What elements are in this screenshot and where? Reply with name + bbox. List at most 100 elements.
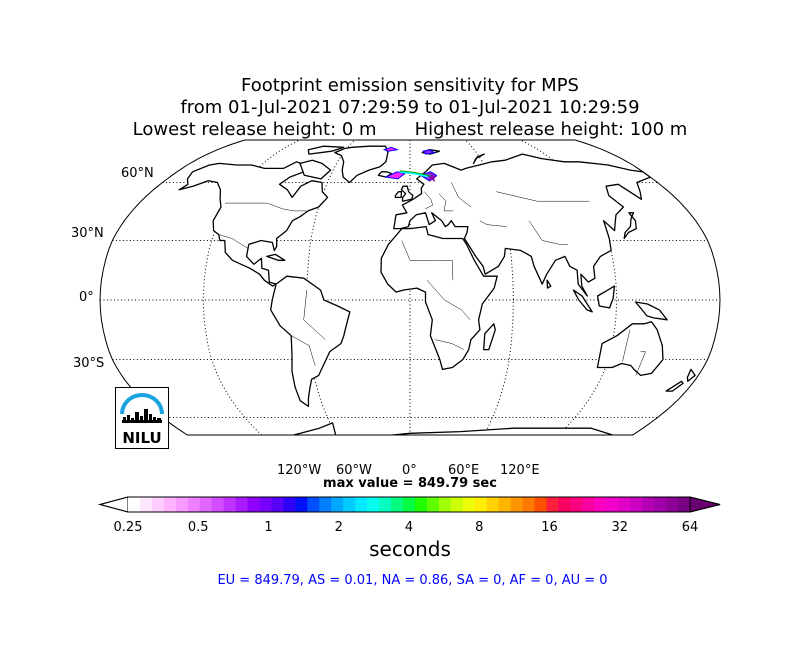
antarctica-coastline xyxy=(186,422,634,435)
colorbar-segment xyxy=(594,497,607,512)
novaya-zemlya-coastline xyxy=(472,153,485,165)
nilu-logo: NILU xyxy=(115,387,169,449)
greenland-coastline xyxy=(334,145,389,184)
lon-label-60e: 60°E xyxy=(448,463,480,478)
plume-blob xyxy=(384,171,406,180)
country-border xyxy=(303,290,326,340)
lat-label-30n: 30°N xyxy=(71,226,104,241)
regional-values: EU = 849.79, AS = 0.01, NA = 0.86, SA = … xyxy=(217,573,608,588)
highest-release-height: Highest release height: 100 m xyxy=(414,119,688,140)
borneo-coastline xyxy=(596,285,616,309)
colorbar-segment xyxy=(582,497,595,512)
colorbar-segment xyxy=(403,497,416,512)
colorbar-segment xyxy=(558,497,571,512)
country-border xyxy=(622,329,631,362)
iceland-coastline xyxy=(377,171,393,178)
colorbar-segment xyxy=(319,497,332,512)
colorbar-segment xyxy=(199,497,213,512)
colorbar-segment xyxy=(128,497,141,512)
meridian-line xyxy=(519,140,618,435)
colorbar-segment xyxy=(175,497,189,512)
colorbar-segment xyxy=(331,497,344,512)
colorbar-segment xyxy=(534,497,547,512)
ellesmere-island-coastline xyxy=(307,145,345,155)
country-border xyxy=(635,351,646,376)
south-america-coastline xyxy=(270,275,351,408)
cuba-coastline xyxy=(266,253,286,261)
colorbar-segment xyxy=(654,497,667,512)
colorbar-segment xyxy=(151,497,165,512)
footprint-plume: ★ xyxy=(382,146,438,186)
madagascar-coastline xyxy=(483,323,496,351)
colorbar-segment xyxy=(163,497,177,512)
country-border xyxy=(424,191,434,210)
new-guinea-coastline xyxy=(634,301,668,321)
colorbar-min-extension xyxy=(98,496,129,513)
colorbar-segment xyxy=(235,497,248,512)
colorbar-segment xyxy=(510,497,523,512)
lon-label-0: 0° xyxy=(402,463,417,478)
lon-label-60w: 60°W xyxy=(336,463,372,478)
new-zealand-south-coastline xyxy=(665,380,684,392)
meridian-line xyxy=(202,140,301,435)
colorbar-tick-label: 0.5 xyxy=(187,520,209,535)
plume-blob xyxy=(419,171,438,182)
colorbar-frame xyxy=(98,496,721,513)
colorbar-tick-label: 64 xyxy=(681,520,699,535)
meridian-line xyxy=(464,140,514,435)
colorbar-segment xyxy=(666,497,679,512)
colorbar-segment xyxy=(438,497,452,512)
colorbar-segment xyxy=(283,497,296,512)
country-border xyxy=(225,202,307,212)
colorbar-tick-label: 4 xyxy=(404,520,414,535)
map-boundary xyxy=(99,139,721,436)
colorbar-segment xyxy=(414,497,428,512)
country-border xyxy=(426,280,471,320)
colorbar-tick-label: 0.25 xyxy=(113,520,143,535)
map-title-line-2: from 01-Jul-2021 07:29:59 to 01-Jul-2021… xyxy=(180,97,640,118)
colorbar-segment xyxy=(498,497,512,512)
colorbar-segment xyxy=(343,497,356,512)
colorbar-tick-label: 1 xyxy=(264,520,273,535)
map-title-line-1: Footprint emission sensitivity for MPS xyxy=(241,75,579,96)
coastlines xyxy=(178,145,696,435)
japan-coastline xyxy=(623,212,637,240)
country-border xyxy=(451,182,472,208)
plume-trajectory-edge xyxy=(399,170,432,177)
africa-coastline xyxy=(380,225,498,371)
max-value-label: max value = 849.79 sec xyxy=(323,476,497,491)
colorbar-segment xyxy=(522,497,535,512)
colorbar-segment xyxy=(259,497,272,512)
country-border xyxy=(496,191,590,202)
colorbar-segment xyxy=(367,497,380,512)
sumatra-coastline xyxy=(572,289,593,313)
colorbar-segment xyxy=(391,497,404,512)
colorbar-segment xyxy=(606,497,619,512)
colorbar-segment xyxy=(139,497,153,512)
lowest-release-height: Lowest release height: 0 m xyxy=(132,119,377,140)
nilu-logo-graphic xyxy=(120,393,164,423)
ireland-coastline xyxy=(394,191,403,199)
country-border xyxy=(435,339,464,350)
colorbar-segment xyxy=(379,497,392,512)
colorbar-segment xyxy=(630,497,643,512)
eurasia-coastline xyxy=(393,153,651,297)
release-site-star-icon: ★ xyxy=(426,171,438,186)
map-title-line-3: Lowest release height: 0 m Highest releas… xyxy=(0,118,800,142)
country-border xyxy=(291,335,316,366)
colorbar-segment xyxy=(486,497,500,512)
country-borders xyxy=(218,182,646,376)
colorbar-units-label: seconds xyxy=(369,537,451,561)
colorbar-segment xyxy=(211,497,225,512)
plume-blob xyxy=(382,146,400,152)
colorbar-segment xyxy=(642,497,655,512)
lat-label-0: 0° xyxy=(79,290,94,305)
colorbar-tick-label: 32 xyxy=(611,520,629,535)
graticule xyxy=(100,140,720,435)
svalbard-coastline xyxy=(421,149,441,155)
country-border xyxy=(438,193,454,212)
colorbar-segment xyxy=(474,497,488,512)
lon-label-120e: 120°E xyxy=(500,463,540,478)
colorbar-segment xyxy=(223,497,237,512)
colorbar-segment xyxy=(307,497,320,512)
